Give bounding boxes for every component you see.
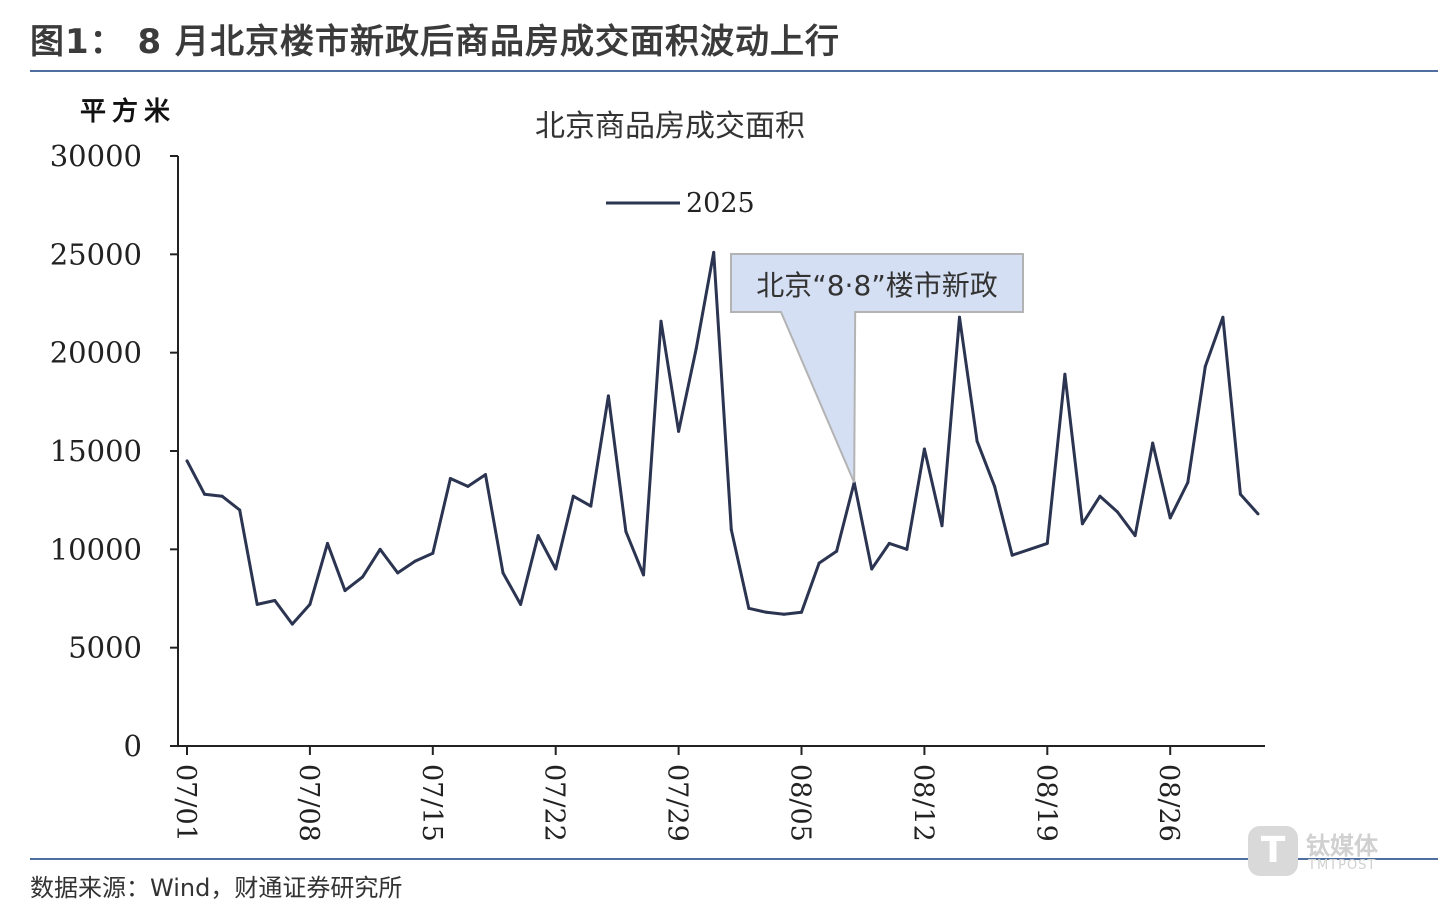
- data-point: [729, 528, 733, 532]
- y-tick-label: 15000: [50, 434, 142, 468]
- data-point: [1080, 522, 1084, 526]
- y-tick-label: 10000: [50, 532, 142, 566]
- data-point: [308, 602, 312, 606]
- data-point: [396, 571, 400, 575]
- y-tick-label: 0: [124, 729, 142, 763]
- annotation-layer: 北京“8·8”楼市新政: [730, 253, 1024, 483]
- watermark-logo-letter: T: [1260, 830, 1286, 871]
- x-tick-label: 08/05: [785, 764, 816, 842]
- x-tick-label: 08/12: [907, 764, 938, 842]
- data-point: [1238, 492, 1242, 496]
- legend-label: 2025: [686, 188, 755, 219]
- data-point: [993, 484, 997, 488]
- x-tick-label: 08/19: [1030, 764, 1061, 842]
- data-point: [220, 494, 224, 498]
- data-point: [975, 439, 979, 443]
- x-tick-label: 07/08: [293, 764, 324, 842]
- watermark: T 钛媒体 TMTPOST: [1248, 826, 1438, 878]
- data-point: [378, 547, 382, 551]
- y-tick-label: 5000: [68, 631, 142, 665]
- data-point: [431, 551, 435, 555]
- data-point: [589, 504, 593, 508]
- watermark-name-en: TMTPOST: [1308, 858, 1377, 873]
- data-point: [958, 315, 962, 319]
- data-point: [1010, 553, 1014, 557]
- data-point: [255, 602, 259, 606]
- data-point: [185, 459, 189, 463]
- data-point: [519, 602, 523, 606]
- data-point: [1028, 547, 1032, 551]
- data-point: [1168, 516, 1172, 520]
- y-axis: 0 5000 10000 15000 20000 25000 30000: [50, 139, 179, 763]
- data-point: [764, 610, 768, 614]
- bottom-divider: [30, 858, 1438, 860]
- data-point: [694, 347, 698, 351]
- watermark-name: 钛媒体: [1306, 832, 1378, 860]
- data-point: [887, 541, 891, 545]
- data-point: [361, 575, 365, 579]
- data-point: [747, 606, 751, 610]
- data-point: [922, 447, 926, 451]
- data-point: [325, 541, 329, 545]
- y-tick-label: 25000: [50, 237, 142, 271]
- data-point: [1151, 441, 1155, 445]
- data-point: [800, 610, 804, 614]
- data-point: [817, 561, 821, 565]
- data-point: [203, 492, 207, 496]
- data-point: [1256, 512, 1260, 516]
- data-point: [940, 524, 944, 528]
- x-tick-label: 07/01: [170, 764, 201, 842]
- annotation-callout-box: [730, 253, 1024, 483]
- x-tick-label: 07/22: [539, 764, 570, 842]
- data-point: [606, 394, 610, 398]
- data-point: [870, 567, 874, 571]
- data-point: [343, 589, 347, 593]
- x-axis: 07/01 07/08 07/15 07/22 07/29 08/05 08/12 08/19…: [170, 745, 1265, 842]
- data-point: [554, 567, 558, 571]
- data-point: [905, 547, 909, 551]
- data-point: [483, 473, 487, 477]
- series-line-2025: [185, 250, 1260, 626]
- data-point: [536, 534, 540, 538]
- legend: 2025: [606, 188, 755, 219]
- annotation-callout-text: 北京“8·8”楼市新政: [756, 269, 998, 302]
- data-point: [659, 319, 663, 323]
- data-point: [273, 598, 277, 602]
- data-point: [1045, 541, 1049, 545]
- x-tick-label: 08/26: [1153, 764, 1184, 842]
- data-point: [1098, 494, 1102, 498]
- data-point: [1116, 510, 1120, 514]
- data-point: [1133, 534, 1137, 538]
- data-point: [571, 494, 575, 498]
- chart-title: 北京商品房成交面积: [535, 109, 805, 144]
- y-tick-label: 20000: [50, 336, 142, 370]
- data-point: [624, 530, 628, 534]
- figure-title: 图1： 8 月北京楼市新政后商品房成交面积波动上行: [30, 22, 840, 62]
- data-source-note: 数据来源：Wind，财通证券研究所: [30, 874, 403, 902]
- y-tick-label: 30000: [50, 139, 142, 173]
- data-point: [290, 622, 294, 626]
- series-layer: [185, 250, 1260, 626]
- x-tick-label: 07/15: [416, 764, 447, 842]
- top-divider: [30, 70, 1438, 72]
- line-chart: 平方米 北京商品房成交面积 2025 0 5000 10000 15000 20000 2…: [50, 96, 1265, 842]
- data-point: [413, 559, 417, 563]
- data-point: [1063, 372, 1067, 376]
- data-point: [835, 549, 839, 553]
- x-tick-label: 07/29: [662, 764, 693, 842]
- data-point: [677, 429, 681, 433]
- y-axis-unit-label: 平方米: [80, 96, 176, 127]
- watermark-logo-box: [1248, 826, 1298, 876]
- data-point: [466, 484, 470, 488]
- data-point: [1221, 315, 1225, 319]
- data-point: [712, 250, 716, 254]
- data-point: [782, 612, 786, 616]
- data-point: [501, 571, 505, 575]
- data-point: [448, 477, 452, 481]
- data-point: [1186, 480, 1190, 484]
- data-point: [641, 573, 645, 577]
- data-point: [1203, 364, 1207, 368]
- data-point: [238, 508, 242, 512]
